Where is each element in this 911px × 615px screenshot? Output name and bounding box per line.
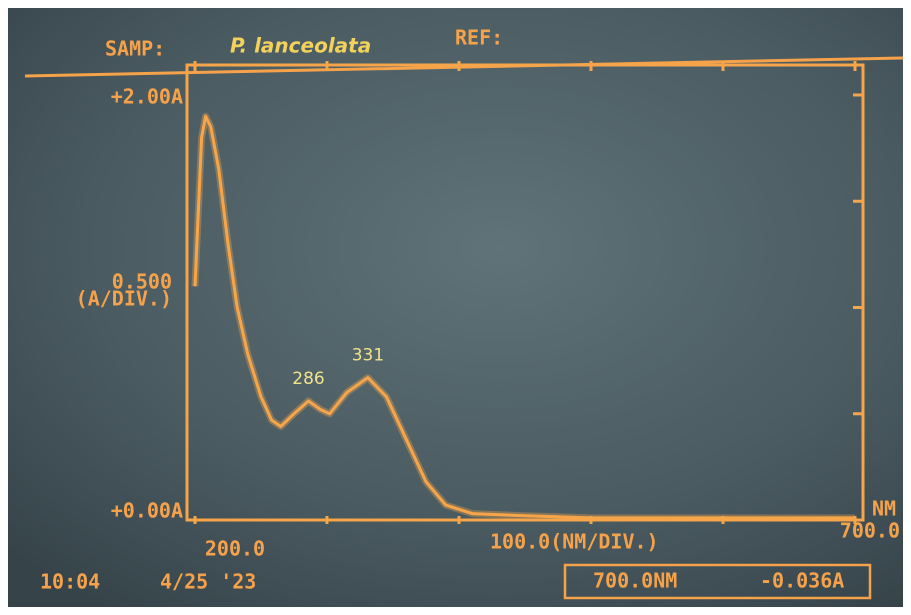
date: 4/25 '23 [160,570,256,594]
sample-name: P. lanceolata [230,34,371,58]
time: 10:04 [40,570,100,594]
x-tick-label: 200.0 [205,537,265,561]
screen-photo: SAMP: P. lanceolata REF: 0.500 (A/DIV.) … [0,0,911,615]
page: {"chart_data": { "type": "line", "sample… [0,0,911,615]
ref-label: REF: [455,26,503,50]
x-unit: NM [872,497,896,521]
y-tick-label: +2.00A [111,85,183,109]
x-scale: 100.0(NM/DIV.) [490,530,659,554]
readout-absorbance: -0.036A [760,569,844,593]
y-tick-label: +0.00A [111,499,183,523]
y-scale-unit: (A/DIV.) [76,287,172,311]
x-tick-label: 700.0 [840,519,900,543]
readout-wavelength: 700.0NM [593,569,677,593]
sample-label: SAMP: [105,37,165,61]
peak-annotation: 286 [292,369,324,389]
peak-annotation: 331 [352,346,384,366]
